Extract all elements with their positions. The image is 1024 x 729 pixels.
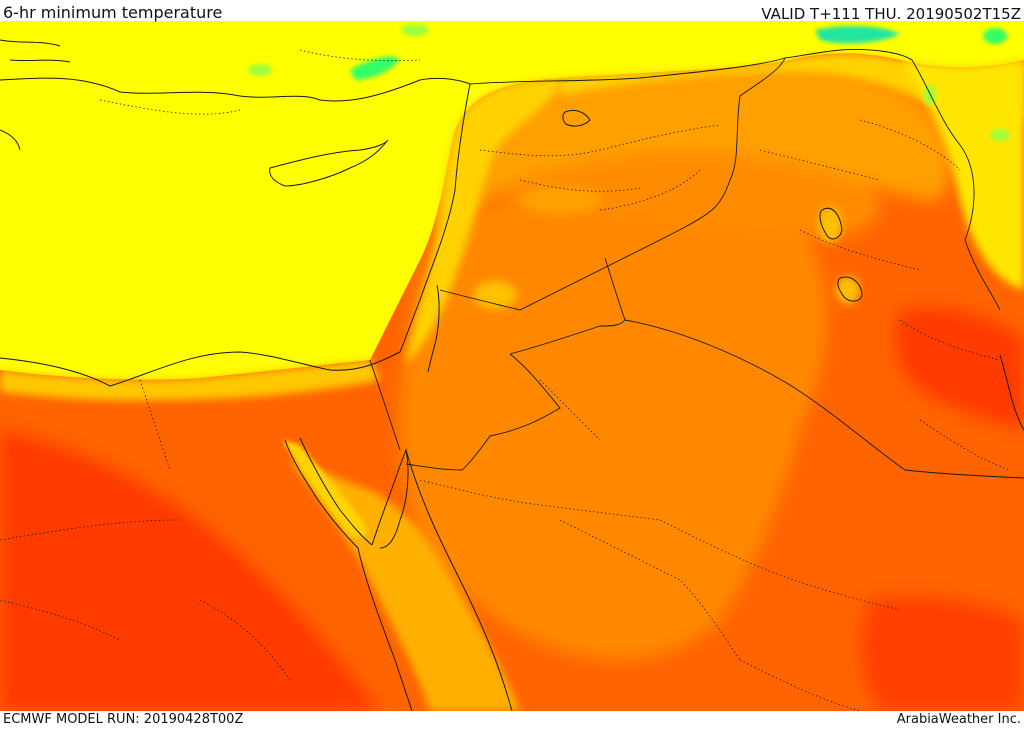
field-amber-patch-1 xyxy=(520,186,600,214)
province-8 xyxy=(559,519,741,661)
field-orange-core xyxy=(400,140,827,660)
province-19 xyxy=(299,49,421,62)
field-amber-patch-3 xyxy=(818,207,842,243)
coast-cyprus xyxy=(269,139,389,187)
field-green-6 xyxy=(990,129,1010,141)
field-lightorange-levant xyxy=(405,78,560,365)
coast-gulf xyxy=(999,354,1024,431)
province-12 xyxy=(139,379,171,471)
field-green-3 xyxy=(983,28,1007,44)
field-red-east xyxy=(895,307,1024,430)
coast-suez-east xyxy=(299,437,373,546)
field-yellow-sea xyxy=(0,21,1024,380)
field-green-2 xyxy=(815,25,900,44)
footer-bar: ECMWF MODEL RUN: 20190428T00Z ArabiaWeat… xyxy=(0,711,1024,729)
province-11 xyxy=(539,379,601,441)
lake-tharthar xyxy=(819,207,843,240)
field-lightorange-suez xyxy=(282,440,368,538)
field-green-5 xyxy=(401,24,429,36)
province-6 xyxy=(899,319,1001,361)
coast-saudi-redsea xyxy=(405,449,513,711)
field-amber-levant xyxy=(431,59,951,261)
border-iraq-jordan xyxy=(509,257,626,355)
province-10 xyxy=(739,659,861,711)
border-jordan-saudi xyxy=(405,353,561,471)
coastlines xyxy=(0,39,1024,711)
lake-razzaza xyxy=(837,276,863,302)
field-yellow-northeast xyxy=(900,60,1024,290)
valid-time-label: VALID T+111 THU. 20190502T15Z xyxy=(761,5,1021,23)
credit-label: ArabiaWeather Inc. xyxy=(896,712,1021,727)
coast-egypt xyxy=(0,351,401,387)
field-lightorange-rim xyxy=(0,360,380,401)
field-green-4 xyxy=(248,64,272,76)
province-14 xyxy=(0,599,121,641)
lake-assad xyxy=(562,109,591,127)
border-egypt-israel xyxy=(369,359,401,451)
coast-aegean xyxy=(0,39,71,151)
province-16 xyxy=(859,119,961,171)
border-iraq-iran xyxy=(911,59,1001,311)
province-borders xyxy=(0,49,1011,711)
dead-sea xyxy=(427,284,440,373)
province-18 xyxy=(99,99,241,115)
province-7 xyxy=(419,479,661,521)
coast-levant xyxy=(399,83,471,353)
border-turkey-syria xyxy=(469,49,913,85)
temperature-map xyxy=(0,21,1024,711)
field-red-southwest xyxy=(0,430,380,711)
border-syria-iraq xyxy=(711,57,786,211)
field-green-1 xyxy=(350,56,400,80)
field-amber-patch-2 xyxy=(473,281,517,309)
border-syria-jordan xyxy=(439,209,713,311)
borders xyxy=(369,49,1024,479)
province-1 xyxy=(479,124,721,157)
coast-suez-west xyxy=(284,439,413,711)
border-iraq-saudi xyxy=(624,319,1024,479)
province-17 xyxy=(919,419,1011,471)
coast-turkey xyxy=(0,77,471,102)
province-2 xyxy=(519,179,641,192)
map-title: 6-hr minimum temperature xyxy=(3,3,223,22)
map-canvas xyxy=(0,21,1024,711)
province-3 xyxy=(599,169,701,211)
field-amber-patch-4 xyxy=(836,276,860,304)
province-5 xyxy=(799,229,921,271)
header-bar: 6-hr minimum temperature VALID T+111 THU… xyxy=(0,0,1024,23)
province-9 xyxy=(659,519,901,611)
field-red-southeast xyxy=(861,596,1024,711)
model-run-label: ECMWF MODEL RUN: 20190428T00Z xyxy=(3,712,244,727)
province-15 xyxy=(199,599,291,681)
